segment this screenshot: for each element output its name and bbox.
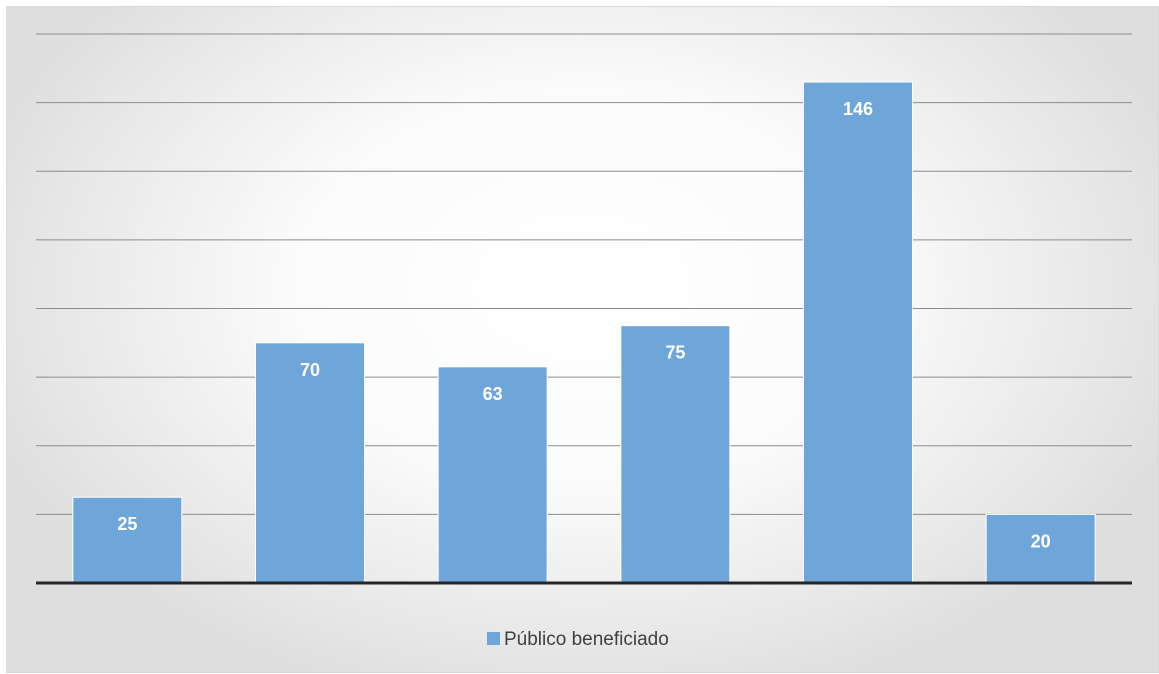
legend-swatch [487, 632, 500, 645]
bar-value-label: 63 [483, 384, 503, 404]
bar-chart: 25 70 63 75 146 20 Público beneficiado [36, 33, 1132, 650]
bar [255, 342, 365, 584]
bar [620, 325, 731, 584]
bar-value-label: 25 [117, 514, 137, 534]
bar [985, 513, 1096, 584]
chart-frame: 25 70 63 75 146 20 Público beneficiado [6, 6, 1159, 673]
gridlines [36, 33, 1132, 515]
bar [803, 81, 913, 584]
bar-value-label: 146 [843, 99, 873, 119]
bar [437, 366, 548, 584]
bar [72, 496, 183, 584]
bars [72, 81, 1096, 584]
bar-value-label: 70 [300, 360, 320, 380]
legend: Público beneficiado [487, 629, 669, 650]
legend-label: Público beneficiado [504, 629, 669, 650]
bar-value-label: 75 [665, 343, 685, 363]
data-labels: 25 70 63 75 146 20 [117, 99, 1050, 551]
bar-value-label: 20 [1031, 531, 1051, 551]
